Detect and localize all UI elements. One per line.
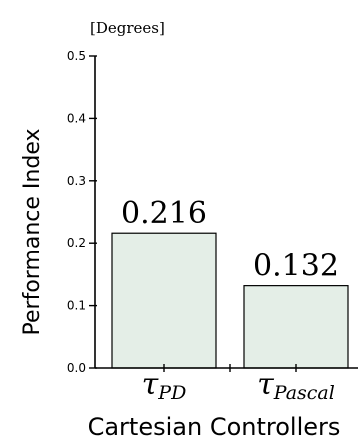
y-tick-label: 0.5 — [67, 49, 86, 63]
y-tick-label: 0.0 — [67, 361, 86, 375]
y-axis-label: Performance Index — [20, 129, 45, 336]
y-tick-label: 0.1 — [67, 299, 86, 313]
y-tick-label: 0.4 — [67, 111, 86, 125]
x-tick-label: τPascal — [257, 367, 335, 404]
plot-area: 0.0 0.1 0.2 0.3 0.4 0.5 0.216 0.132 τPD τPascal — [67, 49, 358, 404]
x-tick-label: τPD — [142, 367, 187, 404]
bar-1 — [111, 232, 217, 369]
data-label: 0.132 — [253, 249, 339, 284]
y-tick-label: 0.3 — [67, 174, 86, 188]
y-tick-label: 0.2 — [67, 236, 86, 250]
y-unit-label: [Degrees] — [90, 19, 165, 37]
x-axis-label: Cartesian Controllers — [88, 413, 341, 441]
bar-2 — [243, 285, 349, 369]
data-label: 0.216 — [121, 196, 207, 231]
